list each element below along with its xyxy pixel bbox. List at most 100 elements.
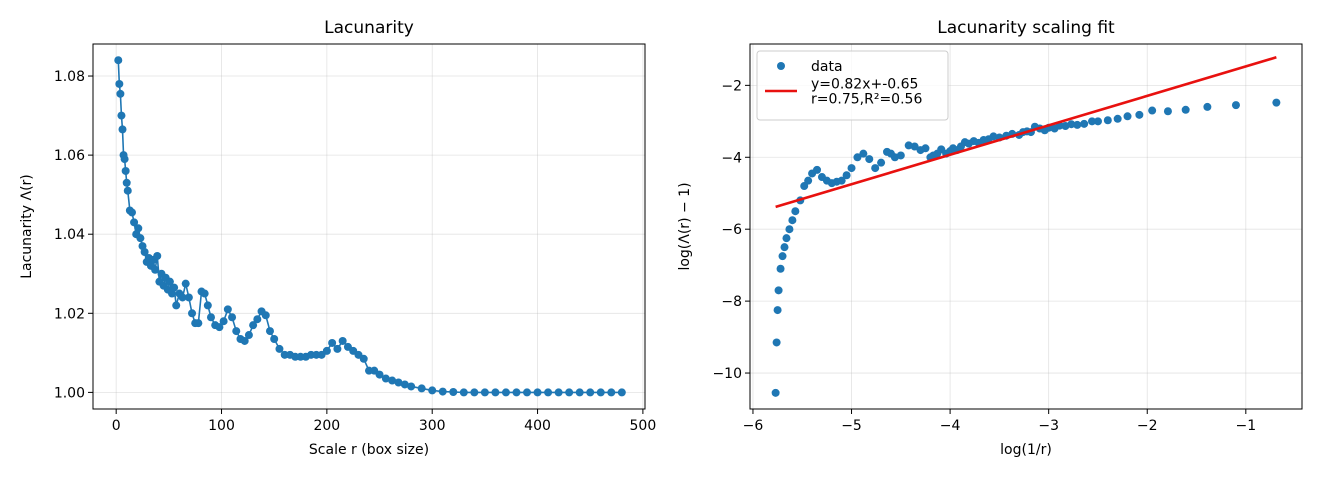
plot-area (114, 56, 626, 397)
data-point (1088, 117, 1097, 126)
data-point (853, 153, 862, 162)
data-point (333, 344, 342, 353)
x-tick-label: 0 (112, 418, 121, 434)
data-point (808, 169, 817, 178)
data-point (617, 388, 626, 397)
data-point (219, 317, 228, 326)
data-point (910, 142, 919, 151)
data-point (188, 309, 197, 318)
data-point (771, 388, 780, 397)
data-point (134, 224, 143, 233)
data-point (359, 354, 368, 363)
data-point (400, 380, 409, 389)
data-point (115, 79, 124, 88)
data-point (151, 265, 160, 274)
y-tick-label: −8 (721, 294, 742, 310)
data-point (773, 306, 782, 315)
data-point (1103, 116, 1112, 125)
data-point (774, 286, 783, 295)
data-point (338, 336, 347, 345)
data-point (1272, 98, 1281, 107)
data-point (586, 388, 595, 397)
data-point (491, 388, 500, 397)
data-point (480, 388, 489, 397)
data-point (120, 155, 129, 164)
data-point (270, 335, 279, 344)
data-point (1148, 106, 1157, 115)
axes-frame (749, 43, 1303, 410)
y-axis-label: log(Λ(r) − 1) (677, 182, 693, 270)
data-point (322, 346, 331, 355)
x-tick-label: −6 (743, 418, 764, 434)
data-point (328, 338, 337, 347)
data-point (265, 327, 274, 336)
x-tick-label: −3 (1038, 418, 1059, 434)
data-point (249, 321, 258, 330)
data-point (121, 166, 130, 175)
data-point (123, 186, 132, 195)
data-point (780, 243, 789, 252)
data-point (122, 178, 131, 187)
x-tick-label: 300 (419, 418, 446, 434)
data-point (394, 378, 403, 387)
data-point (883, 147, 892, 156)
data-point (228, 313, 237, 322)
data-point (871, 164, 880, 173)
data-point (275, 344, 284, 353)
data-point (381, 374, 390, 383)
data-point (565, 388, 574, 397)
axes: −6 −5 −4 −3 −2 −1 −10 −8 −6 −4 −2 Lacunarity scalin… (677, 18, 1303, 458)
data-point (203, 301, 212, 310)
y-tick-label: −6 (721, 222, 742, 238)
data-point (544, 388, 553, 397)
data-point (782, 234, 791, 243)
data-point (817, 173, 826, 182)
data-point (1073, 120, 1082, 129)
data-point (428, 386, 437, 395)
data-point (1231, 101, 1240, 110)
data-point (375, 370, 384, 379)
data-point (772, 338, 781, 347)
data-point (127, 208, 136, 217)
data-point (116, 89, 125, 98)
x-tick-label: 100 (208, 418, 235, 434)
data-point (1050, 124, 1059, 133)
y-tick-label: −4 (721, 150, 742, 166)
x-axis-label: log(1/r) (1000, 442, 1052, 458)
data-point (1181, 105, 1190, 114)
data-point (215, 323, 224, 332)
data-point (791, 207, 800, 216)
x-tick-label: −4 (940, 418, 961, 434)
data-point (859, 149, 868, 158)
y-tick-label: 1.00 (54, 385, 85, 401)
data-point (232, 327, 241, 336)
data-point (165, 277, 174, 286)
data-point (388, 376, 397, 385)
x-tick-label: 500 (630, 418, 657, 434)
data-point (206, 313, 215, 322)
chart-title: Lacunarity (324, 18, 414, 38)
legend: data y=0.82x+-0.65 r=0.75,R²=0.56 (756, 50, 949, 121)
data-point (533, 388, 542, 397)
data-point (596, 388, 605, 397)
y-tick-label: 1.04 (54, 227, 85, 243)
data-point (1135, 110, 1144, 119)
data-point (407, 382, 416, 391)
data-point (785, 225, 794, 234)
data-point (788, 216, 797, 225)
y-tick-label: 1.06 (54, 148, 85, 164)
legend-label: data (811, 59, 843, 75)
y-tick-label: −10 (712, 366, 742, 382)
data-point (118, 125, 127, 134)
data-point (438, 387, 447, 396)
data-point (181, 279, 190, 288)
data-point (136, 234, 145, 243)
axes: 0 100 200 300 400 500 1.00 1.02 1.04 1.06 1.08 Lacu… (19, 18, 656, 458)
y-tick-label: −2 (721, 78, 742, 94)
plot-area (771, 56, 1281, 397)
data-point (470, 388, 479, 397)
x-axis-label: Scale r (box size) (309, 442, 429, 458)
data-point (449, 387, 458, 396)
